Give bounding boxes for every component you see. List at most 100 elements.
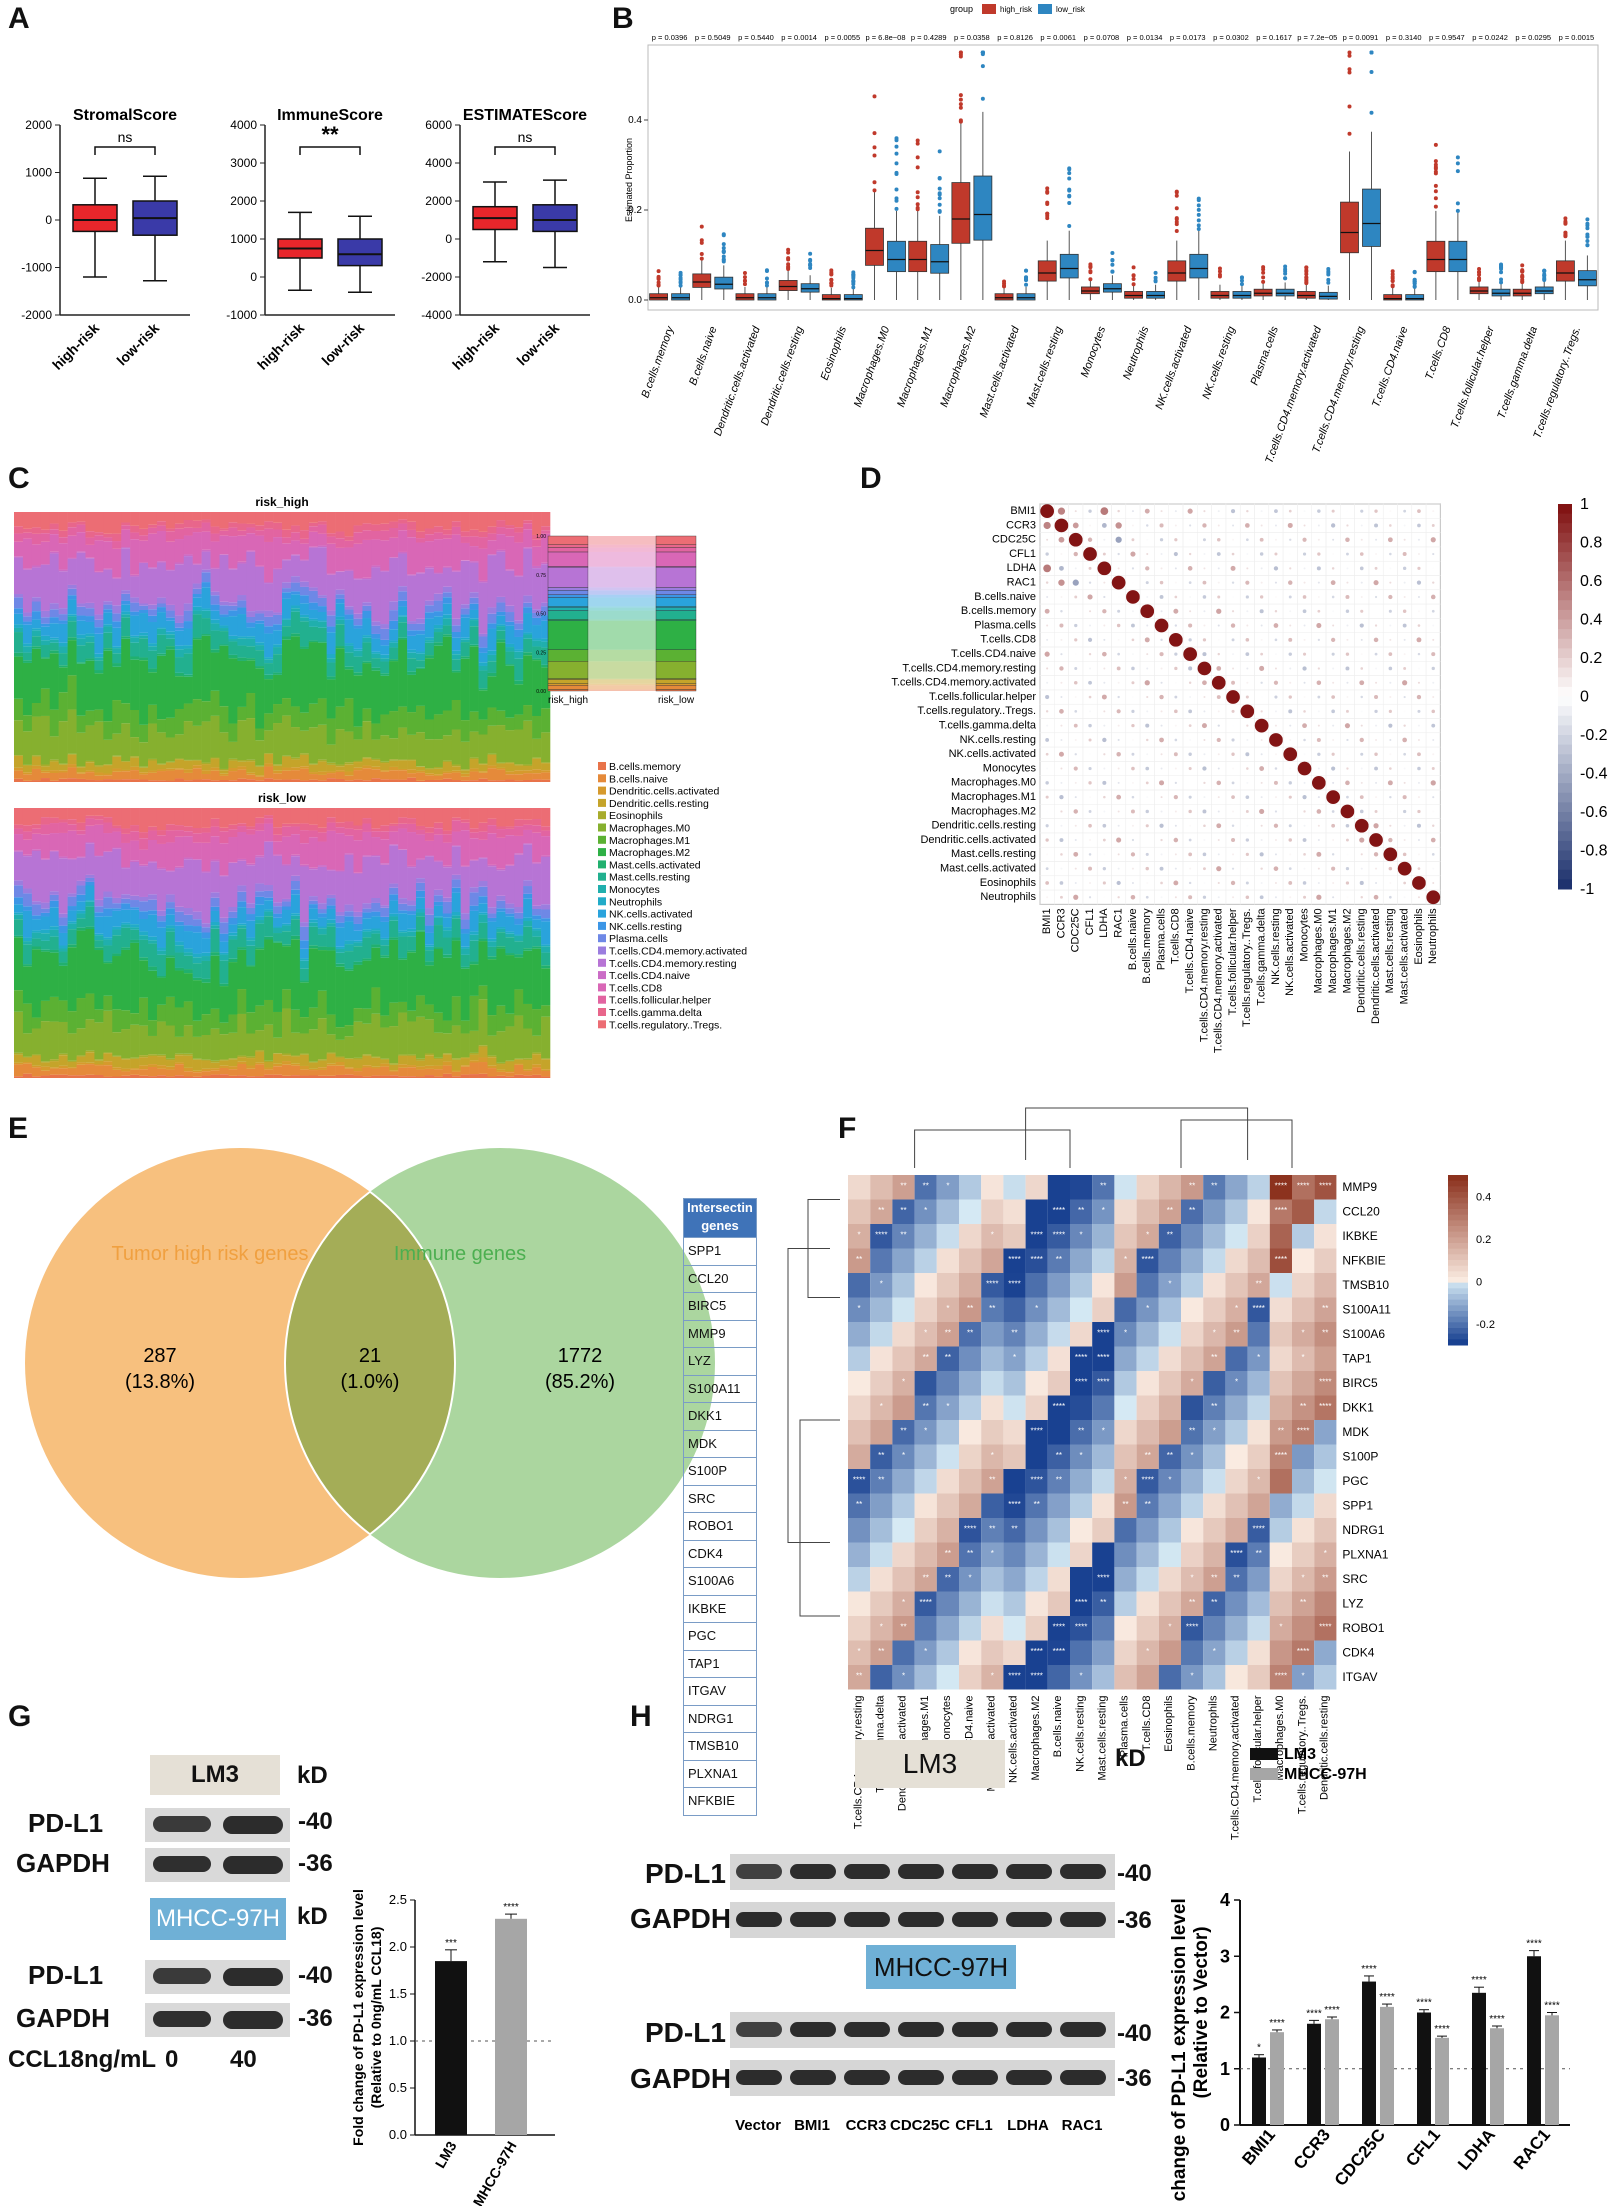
- stack-segment: [290, 767, 301, 771]
- stack-segment: [40, 912, 51, 917]
- corr-dot: [1274, 695, 1278, 699]
- stack-segment: [523, 607, 533, 614]
- stack-segment: [112, 605, 122, 614]
- corr-dot: [1288, 595, 1292, 599]
- outlier: [1520, 268, 1525, 273]
- stack-segment: [228, 829, 238, 838]
- corr-dot: [1317, 509, 1321, 513]
- stack-segment: [407, 734, 417, 760]
- stack-segment: [174, 622, 185, 628]
- stack-segment: [353, 726, 363, 740]
- stack-segment: [192, 1070, 202, 1073]
- corr-dot: [1060, 738, 1063, 741]
- stack-segment: [121, 1010, 131, 1030]
- stack-segment: [308, 618, 319, 621]
- stack-segment: [317, 928, 327, 935]
- stack-segment: [183, 955, 193, 970]
- stack-segment: [237, 860, 247, 886]
- stack-segment: [353, 770, 363, 780]
- stack-segment: [424, 658, 435, 720]
- stack-segment: [442, 761, 453, 772]
- stack-segment: [264, 713, 274, 731]
- stack-segment: [523, 808, 533, 820]
- stack-segment: [148, 826, 158, 831]
- stack-segment: [228, 635, 238, 640]
- stack-segment: [389, 601, 399, 611]
- stack-segment: [210, 595, 220, 605]
- stack-segment: [49, 996, 59, 1022]
- outlier: [1455, 161, 1460, 166]
- stack-segment: [407, 832, 417, 866]
- stack-segment: [532, 646, 542, 659]
- stack-segment: [460, 512, 470, 532]
- stack-segment: [442, 865, 453, 868]
- legend-swatch: [598, 946, 606, 955]
- stack-segment: [335, 922, 345, 928]
- stack-segment: [94, 721, 104, 766]
- stack-segment: [523, 824, 533, 830]
- stack-segment: [326, 950, 336, 1015]
- stack-segment: [442, 1061, 453, 1066]
- corr-dot: [1126, 590, 1140, 604]
- outlier: [851, 278, 856, 283]
- stack-segment: [174, 906, 185, 912]
- stack-segment: [148, 704, 158, 724]
- stack-segment: [237, 660, 247, 707]
- stack-segment: [433, 861, 444, 890]
- stack-segment: [398, 1055, 408, 1065]
- stack-segment: [416, 878, 426, 883]
- outlier: [829, 277, 834, 282]
- stack-segment: [192, 963, 202, 978]
- stack-segment: [76, 524, 86, 533]
- corr-dot: [1246, 667, 1249, 670]
- stack-segment: [228, 605, 238, 611]
- stack-segment: [514, 542, 524, 576]
- corr-dot: [1346, 767, 1349, 770]
- stack-segment: [380, 905, 390, 908]
- stack-segment: [326, 869, 336, 871]
- outlier: [872, 180, 877, 185]
- stack-segment: [76, 715, 86, 733]
- stack-segment: [264, 753, 274, 755]
- box: [1059, 253, 1079, 279]
- stack-segment: [165, 931, 176, 956]
- corr-dot: [1216, 608, 1222, 614]
- box: [1210, 291, 1230, 299]
- corr-dot: [1402, 566, 1407, 571]
- outlier: [1002, 284, 1007, 289]
- stack-segment: [326, 676, 336, 680]
- stack-segment: [67, 527, 77, 536]
- corr-dot: [1203, 510, 1206, 513]
- corr-dot: [1431, 853, 1435, 856]
- stack-segment: [130, 895, 140, 901]
- y-tick-label: -1000: [21, 261, 52, 275]
- stack-segment: [353, 760, 363, 763]
- stack-segment: [192, 594, 202, 598]
- y-tick-label: -1000: [226, 308, 257, 322]
- corr-dot: [1216, 695, 1221, 699]
- stack-segment: [290, 1075, 301, 1078]
- corr-dot: [1089, 610, 1092, 613]
- stack-segment: [380, 955, 390, 958]
- stack-segment: [22, 831, 33, 840]
- stack-segment: [94, 856, 104, 900]
- cell-label: T.cells.gamma.delta: [1495, 325, 1540, 421]
- corr-dot: [1117, 509, 1120, 513]
- stack-segment: [264, 841, 274, 886]
- corr-dot: [1074, 867, 1077, 870]
- alluvial-right: [655, 685, 697, 690]
- stack-segment: [237, 1061, 247, 1065]
- stack-segment: [31, 630, 42, 637]
- corr-dot: [1289, 624, 1292, 627]
- stack-segment: [40, 817, 51, 825]
- corr-dot: [1230, 509, 1236, 514]
- stack-segment: [94, 1060, 104, 1065]
- stack-segment: [22, 774, 33, 781]
- stack-segment: [210, 892, 220, 898]
- stack-segment: [532, 534, 542, 540]
- stack-segment: [246, 808, 256, 827]
- outlier: [1347, 67, 1352, 72]
- box: [1362, 188, 1381, 247]
- corr-dot: [1146, 667, 1149, 670]
- stack-segment: [523, 886, 533, 894]
